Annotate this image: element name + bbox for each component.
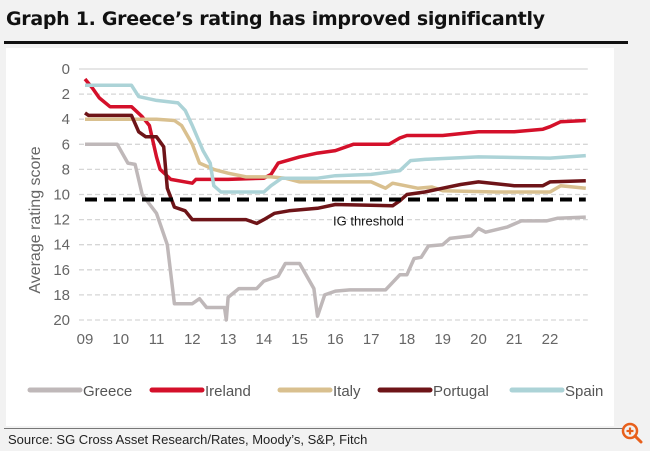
legend-label-spain: Spain <box>565 383 603 400</box>
x-tick-label: 21 <box>506 331 523 348</box>
zoom-in-icon[interactable] <box>620 421 644 445</box>
x-tick-label: 12 <box>184 331 201 348</box>
legend-label-ireland: Ireland <box>205 383 251 400</box>
y-tick-label: 6 <box>62 136 70 153</box>
x-tick-label: 09 <box>77 331 94 348</box>
x-tick-label: 18 <box>399 331 416 348</box>
source-note: Source: SG Cross Asset Research/Rates, M… <box>8 432 368 447</box>
x-tick-label: 14 <box>256 331 273 348</box>
chart-panel: 0 2 4 6 8 10 12 14 16 18 20 09 10 11 12 13 14 15 16 17 18 19 2… <box>6 48 614 426</box>
series-line-ireland <box>83 77 586 185</box>
legend-label-portugal: Portugal <box>433 383 489 400</box>
y-tick-label: 2 <box>62 86 70 103</box>
legend-label-italy: Italy <box>333 383 361 400</box>
source-rule <box>4 428 624 429</box>
series-line-italy <box>85 117 586 194</box>
legend-label-greece: Greece <box>83 383 132 400</box>
x-tick-label: 20 <box>470 331 487 348</box>
chart-title: Graph 1. Greece’s rating has improved si… <box>6 8 545 30</box>
y-tick-label: 18 <box>53 287 70 304</box>
y-tick-label: 8 <box>62 161 70 178</box>
x-tick-label: 19 <box>434 331 451 348</box>
y-tick-label: 14 <box>53 237 70 254</box>
series-line-portugal <box>84 111 586 226</box>
series-line-greece <box>85 142 586 322</box>
x-tick-label: 10 <box>112 331 129 348</box>
y-tick-label: 0 <box>62 61 70 78</box>
y-tick-label: 20 <box>53 312 70 329</box>
y-axis-label: Average rating score <box>27 146 44 293</box>
x-tick-label: 17 <box>363 331 380 348</box>
y-tick-label: 10 <box>53 187 70 204</box>
x-tick-label: 15 <box>291 331 308 348</box>
line-chart: 0 2 4 6 8 10 12 14 16 18 20 09 10 11 12 13 14 15 16 17 18 19 2… <box>27 61 603 400</box>
series-line-spain <box>85 83 586 194</box>
y-tick-label: 16 <box>53 262 70 279</box>
x-tick-label: 13 <box>220 331 237 348</box>
x-tick-label: 16 <box>327 331 344 348</box>
x-tick-label: 22 <box>542 331 559 348</box>
y-tick-label: 12 <box>53 212 70 229</box>
title-rule <box>4 41 628 44</box>
ig-threshold-label: IG threshold <box>333 214 404 229</box>
y-tick-label: 4 <box>62 111 70 128</box>
x-tick-label: 11 <box>149 331 165 348</box>
